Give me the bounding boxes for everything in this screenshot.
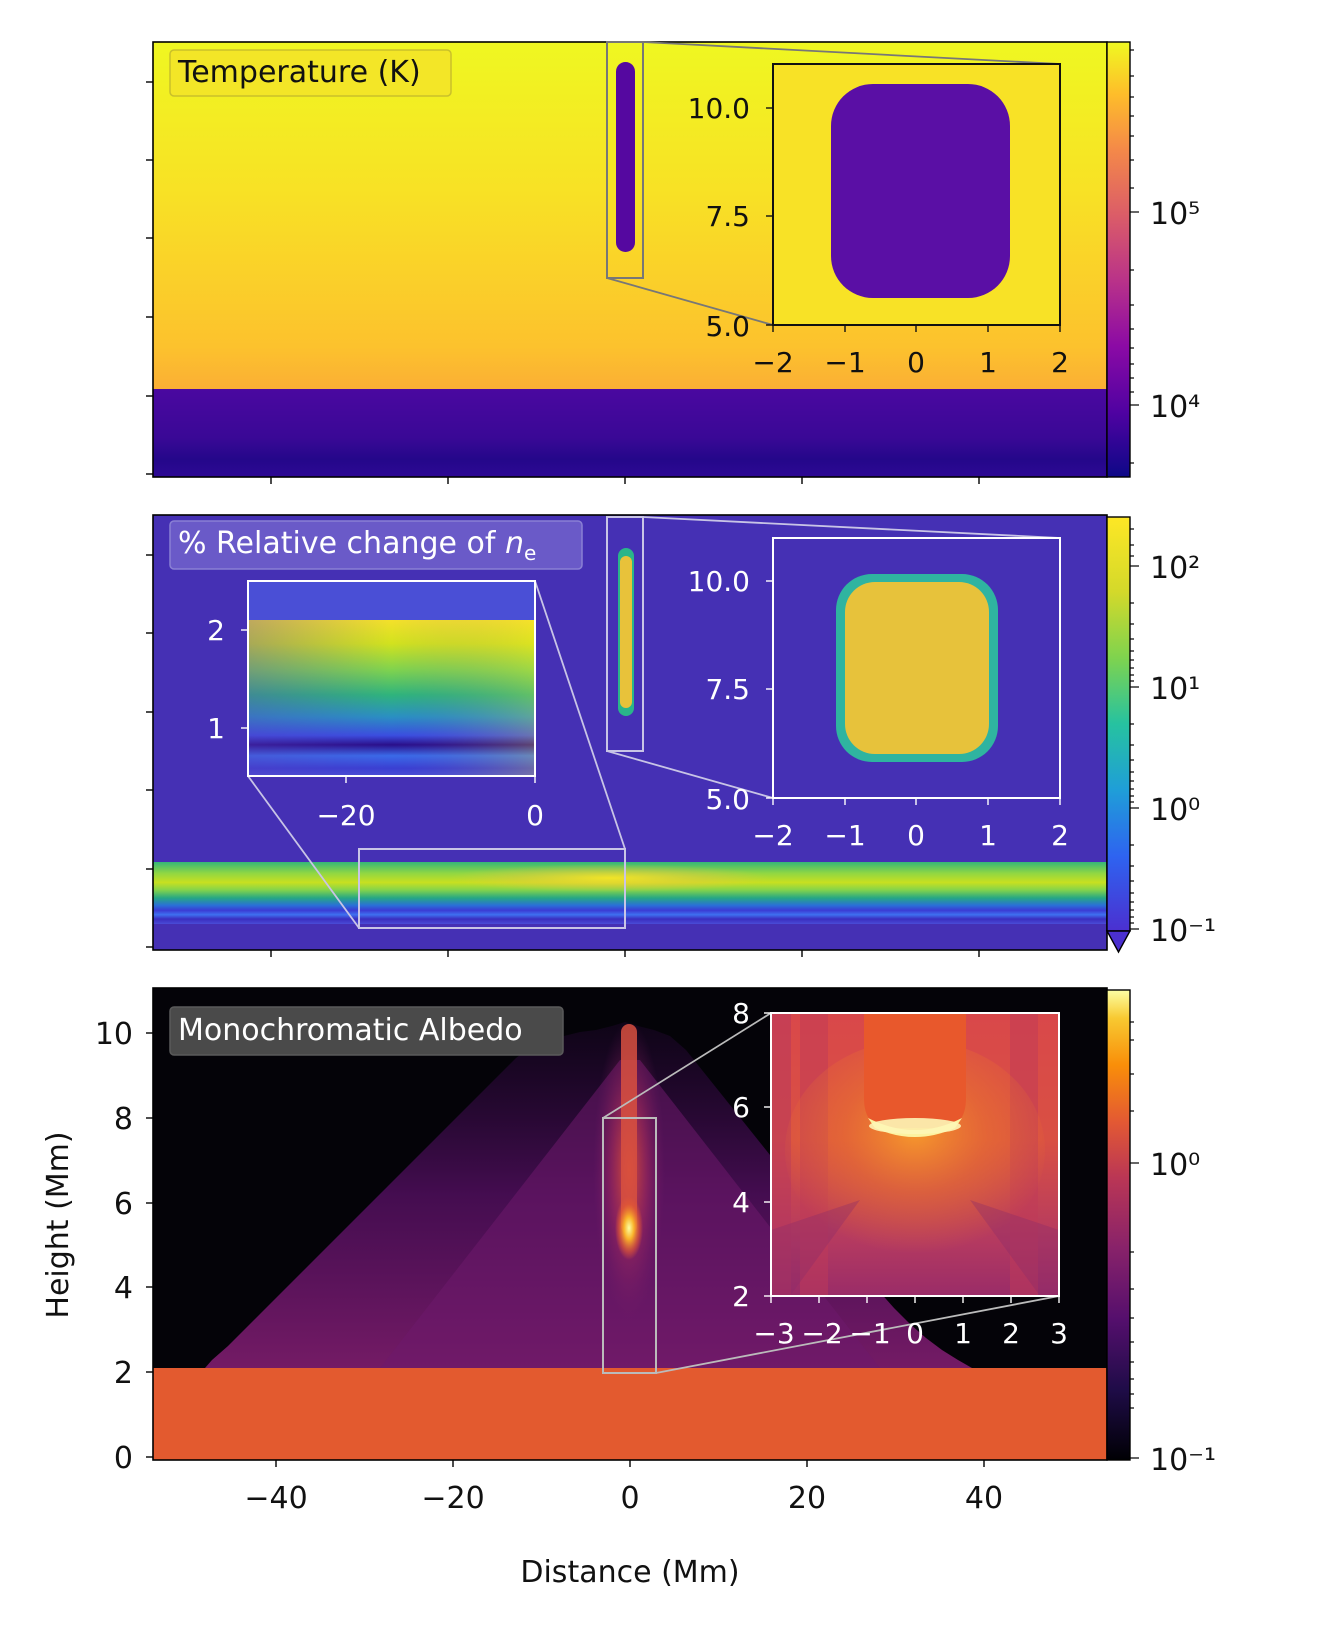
temperature-inset-xtick: −1 [824,346,865,379]
ne-title-main: % Relative change of [178,526,505,561]
ne-y-ticks [146,554,153,948]
ne-title-box [169,520,583,570]
temperature-x-ticks [270,477,980,484]
albedo-inset-ytick: 2 [732,1280,750,1313]
ne-inset-right: −2 −1 0 1 2 5.0 7.5 10.0 [688,537,1069,852]
x-axis-label: Distance (Mm) [520,1555,739,1590]
albedo-inset-prominence [864,1013,966,1128]
ne-colorbar-tick: 10⁻¹ [1150,914,1216,949]
albedo-xtick-label: 20 [788,1481,826,1516]
albedo-inset-xtick: −3 [753,1317,794,1350]
albedo-inset-xtick: 3 [1050,1317,1068,1350]
ne-colorbar: 10² 10¹ 10⁰ 10⁻¹ [1105,516,1216,954]
temperature-prominence [616,62,635,252]
albedo-title: Monochromatic Albedo [178,1013,523,1048]
albedo-inset-xtick: 1 [954,1317,972,1350]
ne-colorbar-tick: 10¹ [1150,672,1200,707]
ne-inset-left-ytick: 2 [207,614,225,647]
albedo-ytick-label: 8 [114,1102,133,1137]
ne-inset-right-xtick: −2 [752,819,793,852]
temperature-cool-layer [153,389,1107,477]
temperature-inset: −2 −1 0 1 2 5.0 7.5 10.0 [688,63,1069,379]
albedo-inset-bright-edge [869,1118,961,1134]
albedo-inset: −3 −2 −1 0 1 2 3 2 4 6 8 [732,997,1068,1350]
ne-inset-left-xtick: −20 [316,799,375,832]
ne-inset-left: −20 0 2 1 [207,580,544,832]
albedo-ytick-label: 2 [114,1356,133,1391]
albedo-inset-xtick: −2 [801,1317,842,1350]
ne-inset-right-ytick: 5.0 [705,783,750,816]
ne-colorbar-tick: 10⁰ [1150,793,1200,828]
albedo-title-box [169,1006,564,1056]
albedo-inset-xtick: −1 [849,1317,890,1350]
temperature-inset-xtick: 1 [979,346,997,379]
albedo-xtick-label: −20 [421,1481,484,1516]
albedo-inset-ytick: 6 [732,1091,750,1124]
albedo-xtick-label: −40 [244,1481,307,1516]
albedo-ytick-label: 10 [95,1017,133,1052]
ne-title-sub: e [524,541,536,565]
albedo-x-ticks [275,1460,985,1467]
panel-albedo: 0 2 4 6 8 10 −40 −20 0 20 40 Monochromat… [95,987,1216,1516]
albedo-xtick-label: 40 [965,1481,1003,1516]
temperature-colorbar-tick: 10⁴ [1150,390,1200,425]
albedo-inset-xtick: 0 [906,1317,924,1350]
ne-title: % Relative change of ne [178,526,536,565]
ne-inset-right-ytick: 10.0 [688,565,750,598]
albedo-colorbar-tick: 10⁰ [1150,1148,1200,1183]
temperature-title: Temperature (K) [177,55,421,90]
temperature-inset-xtick: −2 [752,346,793,379]
ne-source-box-band [358,848,626,929]
ne-title-var: n [505,526,524,561]
albedo-colorbar: 10⁰ 10⁻¹ [1106,989,1216,1478]
ne-colorbar-tick: 10² [1150,551,1200,586]
ne-inset-right-xtick: −1 [824,819,865,852]
temperature-inset-xtick: 2 [1051,346,1069,379]
albedo-source-box [602,1117,657,1374]
ne-x-ticks [270,950,980,957]
panel-temperature: Temperature (K) −2 −1 0 1 2 5.0 7.5 10.0 [146,41,1200,484]
ne-inset-left-xtick: 0 [526,799,544,832]
albedo-bright-spot [615,1196,643,1260]
albedo-xtick-label: 0 [620,1481,639,1516]
albedo-y-ticks [146,1032,153,1458]
albedo-ytick-label: 6 [114,1187,133,1222]
ne-inset-right-xtick: 0 [907,819,925,852]
temperature-source-box [606,41,644,279]
ne-inset-right-ytick: 7.5 [705,673,750,706]
y-axis-label: Height (Mm) [41,1131,76,1318]
temperature-y-ticks [146,81,153,475]
albedo-inset-xtick: 2 [1002,1317,1020,1350]
ne-inset-left-ytick: 1 [207,712,225,745]
ne-inset-right-xtick: 1 [979,819,997,852]
albedo-inset-ytick: 8 [732,997,750,1030]
albedo-ytick-label: 4 [114,1271,133,1306]
ne-inset-prominence [845,582,989,754]
albedo-inset-ytick: 4 [732,1186,750,1219]
temperature-inset-ytick: 5.0 [705,310,750,343]
temperature-inset-prominence [831,84,1010,298]
temperature-inset-xtick: 0 [907,346,925,379]
temperature-colorbar: 10⁵ 10⁴ [1106,41,1200,478]
panel-ne-change: % Relative change of ne −20 0 2 1 −2 −1 [146,514,1216,957]
albedo-ytick-label: 0 [114,1441,133,1476]
ne-source-box-prominence [606,516,644,752]
temperature-inset-ytick: 7.5 [705,200,750,233]
albedo-colorbar-tick: 10⁻¹ [1150,1443,1216,1478]
ne-colorbar-extend-min [1105,930,1132,954]
albedo-surface [153,1368,1107,1460]
temperature-colorbar-tick: 10⁵ [1150,197,1200,232]
temperature-title-box [169,49,452,97]
albedo-prominence-column [621,1024,637,1234]
temperature-inset-ytick: 10.0 [688,92,750,125]
ne-inset-right-xtick: 2 [1051,819,1069,852]
